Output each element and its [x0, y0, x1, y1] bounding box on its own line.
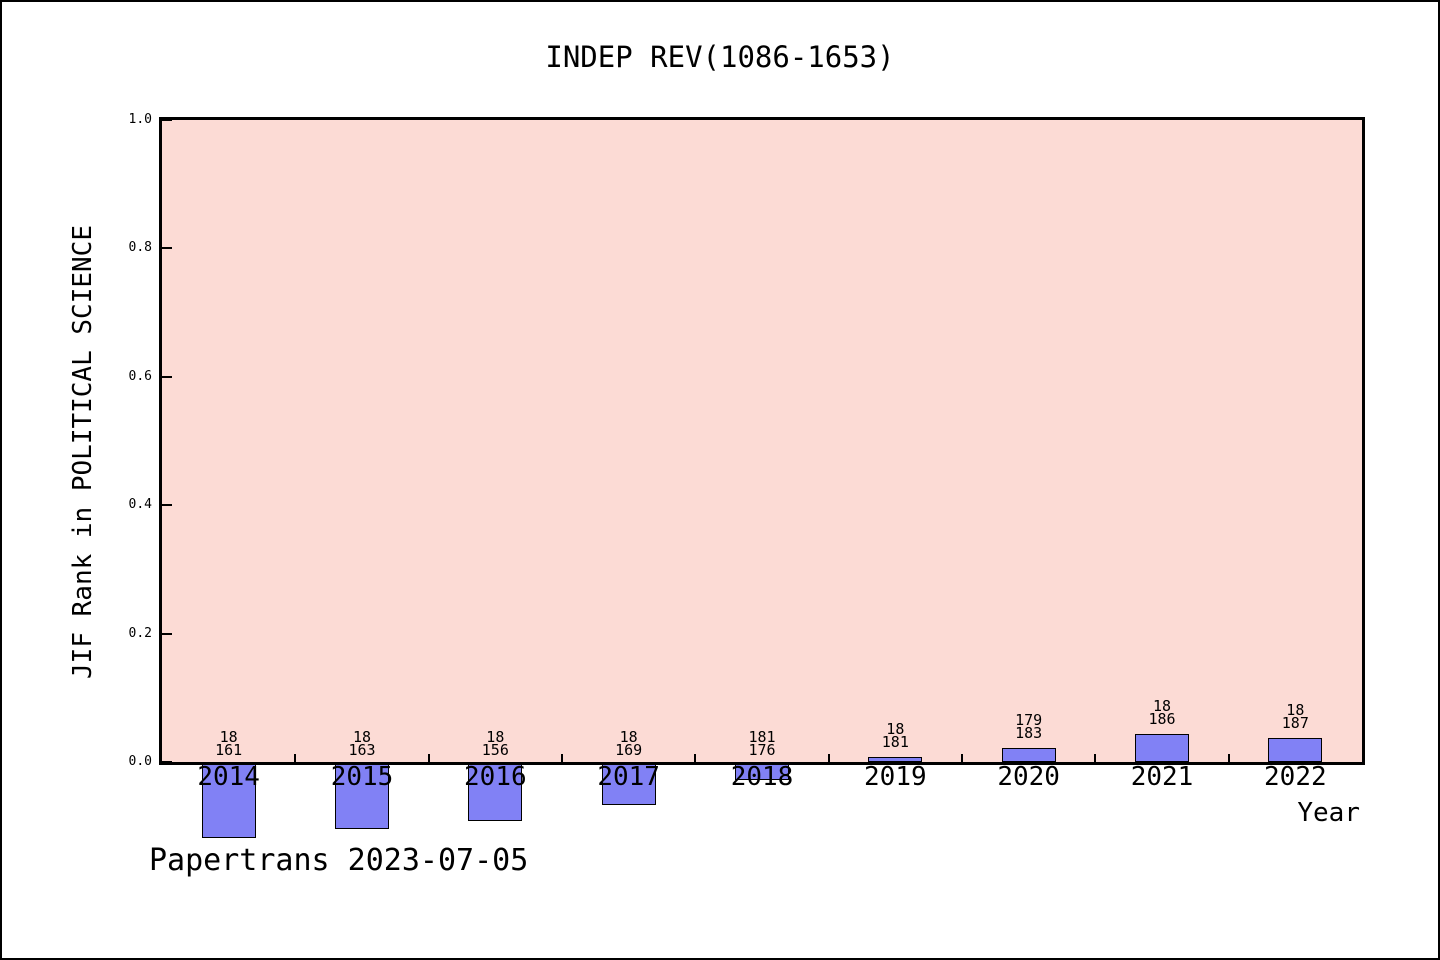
x-tick-label-2020: 2020 — [997, 762, 1060, 792]
y-axis-tick — [162, 375, 172, 378]
bar-value-label-2015: 18 163 — [348, 728, 376, 759]
bar-value-label-2020: 179 183 — [1015, 710, 1043, 742]
y-axis-tick-label: 0.2 — [128, 625, 152, 641]
x-tick-label-2016: 2016 — [464, 762, 527, 792]
bar-value-label-2016: 18 156 — [481, 728, 509, 759]
x-axis-tick — [1227, 754, 1230, 762]
bar-value-label-2014: 18 161 — [215, 728, 243, 759]
bar-2019 — [868, 756, 923, 762]
watermark-text: Papertrans 2023-07-05 — [149, 843, 529, 878]
x-axis-tick — [827, 754, 830, 762]
bar-value-label-2019: 18 181 — [881, 719, 909, 751]
y-axis-tick — [162, 247, 172, 250]
x-tick-label-2015: 2015 — [330, 762, 394, 792]
x-tick-label-2022: 2022 — [1264, 762, 1327, 792]
x-tick-label-2019: 2019 — [864, 762, 927, 792]
bar-value-label-2018: 181 176 — [748, 728, 776, 759]
plot-area-background — [162, 120, 1362, 762]
bar-2014 — [201, 762, 256, 838]
x-tick-label-2017: 2017 — [597, 762, 660, 792]
x-tick-label-2014: 2014 — [197, 762, 260, 792]
x-tick-label-2018: 2018 — [730, 762, 794, 792]
y-axis-tick-label: 0.4 — [128, 497, 152, 513]
x-axis-tick — [427, 754, 430, 762]
x-axis-tick — [1094, 754, 1097, 762]
x-axis-tick — [294, 754, 297, 762]
y-axis-tick-label: 0.0 — [128, 754, 152, 769]
x-axis-label: Year — [1297, 798, 1360, 828]
bar-2020 — [1001, 747, 1056, 762]
bar-2015 — [335, 762, 389, 829]
chart-title: INDEP REV(1086-1653) — [545, 40, 895, 74]
y-axis-tick-label: 1.0 — [128, 112, 152, 127]
bar-value-label-2021: 18 186 — [1148, 696, 1176, 728]
y-axis-tick-label: 0.8 — [128, 240, 152, 256]
y-axis-label: JIF Rank in POLITICAL SCIENCE — [68, 225, 98, 679]
x-axis-tick — [694, 754, 697, 762]
x-axis-tick — [961, 754, 963, 762]
y-axis-tick — [162, 632, 172, 635]
bar-2016 — [468, 762, 523, 822]
bar-2021 — [1135, 733, 1189, 762]
y-axis-tick — [162, 504, 172, 507]
bar-value-label-2022: 18 187 — [1281, 701, 1309, 733]
y-axis-tick-label: 0.6 — [128, 368, 152, 384]
y-axis-tick — [162, 119, 172, 121]
bar-value-label-2017: 18 169 — [615, 728, 643, 759]
bar-2022 — [1268, 738, 1323, 762]
x-axis-tick — [561, 754, 563, 762]
x-tick-label-2021: 2021 — [1130, 762, 1194, 792]
y-axis-tick — [162, 761, 172, 763]
